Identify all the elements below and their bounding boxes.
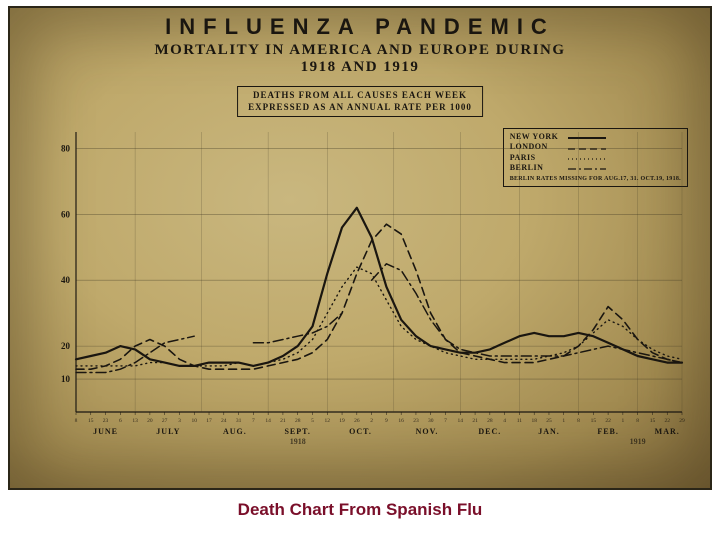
x-week-label: 25	[546, 418, 552, 424]
x-week-label: 24	[221, 418, 227, 424]
x-week-label: 6	[119, 418, 122, 424]
subtitle-line-1: DEATHS FROM ALL CAUSES EACH WEEK	[248, 90, 472, 102]
x-week-label: 21	[472, 418, 478, 424]
y-tick-label: 40	[61, 275, 71, 285]
x-week-label: 17	[206, 418, 212, 424]
x-week-label: 11	[517, 418, 523, 424]
x-week-label: 5	[311, 418, 314, 424]
x-week-label: 27	[162, 418, 168, 424]
series-london	[76, 224, 682, 369]
chart-plot: 1020406080815236132027310172431714212851…	[52, 126, 688, 446]
x-week-label: 3	[178, 418, 181, 424]
x-week-label: 23	[103, 418, 109, 424]
x-month-label: NOV.	[416, 427, 439, 436]
x-week-label: 22	[664, 418, 670, 424]
chart-title-block: INFLUENZA PANDEMIC MORTALITY IN AMERICA …	[10, 14, 710, 76]
x-month-label: MAR.	[655, 427, 680, 436]
x-month-label: AUG.	[223, 427, 247, 436]
x-month-label: JUNE	[93, 427, 118, 436]
y-tick-label: 60	[61, 209, 71, 219]
y-tick-label: 10	[61, 374, 71, 384]
x-week-label: 19	[339, 418, 345, 424]
x-week-label: 12	[325, 418, 331, 424]
x-week-label: 16	[398, 418, 404, 424]
x-week-label: 23	[413, 418, 419, 424]
x-week-label: 8	[636, 418, 639, 424]
x-week-label: 2	[370, 418, 373, 424]
x-week-label: 29	[679, 418, 685, 424]
x-week-label: 28	[487, 418, 493, 424]
x-week-label: 21	[280, 418, 286, 424]
x-week-label: 14	[458, 418, 464, 424]
title-line-1: INFLUENZA PANDEMIC	[10, 14, 710, 40]
x-week-label: 31	[236, 418, 242, 424]
title-line-3: 1918 AND 1919	[10, 59, 710, 76]
x-week-label: 30	[428, 418, 434, 424]
x-week-label: 15	[591, 418, 597, 424]
x-week-label: 9	[385, 418, 388, 424]
x-week-label: 1	[562, 418, 565, 424]
x-week-label: 14	[265, 418, 271, 424]
y-tick-label: 20	[61, 341, 71, 351]
x-week-label: 28	[295, 418, 301, 424]
title-line-2: MORTALITY IN AMERICA AND EUROPE DURING	[10, 42, 710, 59]
series-paris	[76, 267, 682, 366]
x-week-label: 20	[147, 418, 153, 424]
x-month-label: FEB.	[597, 427, 619, 436]
x-month-label: JAN.	[538, 427, 560, 436]
x-week-label: 4	[503, 418, 506, 424]
x-week-label: 15	[650, 418, 656, 424]
x-month-label: OCT.	[349, 427, 372, 436]
x-week-label: 8	[75, 418, 78, 424]
x-month-label: JULY	[156, 427, 180, 436]
svg-text:1919: 1919	[630, 437, 646, 446]
chart-subtitle-box: DEATHS FROM ALL CAUSES EACH WEEK EXPRESS…	[237, 86, 483, 117]
caption: Death Chart From Spanish Flu	[238, 500, 483, 520]
x-month-label: DEC.	[478, 427, 501, 436]
x-week-label: 10	[191, 418, 197, 424]
x-week-label: 8	[577, 418, 580, 424]
x-week-label: 13	[132, 418, 138, 424]
x-week-label: 7	[444, 418, 447, 424]
x-week-label: 22	[605, 418, 611, 424]
svg-text:1918: 1918	[290, 437, 306, 446]
y-tick-label: 80	[61, 143, 71, 153]
x-week-label: 7	[252, 418, 255, 424]
x-week-label: 15	[88, 418, 94, 424]
chart-container: INFLUENZA PANDEMIC MORTALITY IN AMERICA …	[8, 6, 712, 490]
x-week-label: 18	[531, 418, 537, 424]
x-month-label: SEPT.	[284, 427, 310, 436]
x-week-label: 26	[354, 418, 360, 424]
subtitle-line-2: EXPRESSED AS AN ANNUAL RATE PER 1000	[248, 102, 472, 114]
x-week-label: 1	[622, 418, 625, 424]
